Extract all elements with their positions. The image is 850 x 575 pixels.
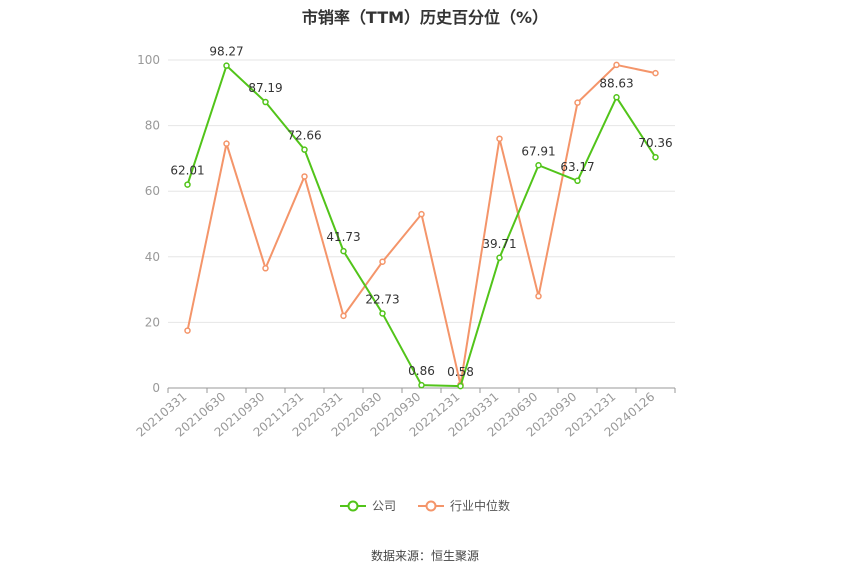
legend-item-industry-median[interactable]: 行业中位数 xyxy=(418,497,510,514)
data-label: 72.66 xyxy=(287,129,321,143)
y-tick-label: 20 xyxy=(145,315,160,329)
legend-industry-line-icon xyxy=(418,500,444,511)
series-line-0 xyxy=(186,63,657,388)
data-point xyxy=(535,162,542,169)
legend-company-label: 公司 xyxy=(371,499,396,513)
x-axis: 2021033120210630202109302021123120220331… xyxy=(134,388,676,440)
data-label: 98.27 xyxy=(209,45,243,59)
data-point xyxy=(574,177,581,185)
y-tick-label: 100 xyxy=(137,53,160,67)
data-point xyxy=(418,210,425,218)
data-label: 67.91 xyxy=(521,144,555,158)
data-label: 22.73 xyxy=(365,292,399,306)
data-label: 0.86 xyxy=(408,364,435,378)
data-label: 39.71 xyxy=(482,237,516,251)
series-line-1 xyxy=(186,63,656,385)
legend: 公司 行业中位数 xyxy=(0,497,850,514)
data-label: 41.73 xyxy=(326,230,360,244)
chart-title: 市销率（TTM）历史百分位（%） xyxy=(301,8,549,27)
y-tick-label: 60 xyxy=(145,184,160,198)
data-point xyxy=(379,258,386,265)
data-point xyxy=(340,247,347,255)
data-point xyxy=(301,146,308,153)
data-point xyxy=(496,254,503,262)
data-label: 70.36 xyxy=(638,136,672,150)
legend-industry-label: 行业中位数 xyxy=(450,499,511,513)
y-tick-label: 80 xyxy=(145,119,160,133)
y-tick-label: 40 xyxy=(145,250,160,264)
legend-item-company[interactable]: 公司 xyxy=(339,497,396,514)
y-tick-label: 0 xyxy=(152,381,160,395)
data-point xyxy=(457,382,464,390)
data-point xyxy=(535,292,542,300)
data-label: 62.01 xyxy=(170,164,204,178)
data-source-note: 数据来源：恒生聚源 xyxy=(370,549,479,563)
data-label: 88.63 xyxy=(599,76,633,90)
legend-company-line-icon xyxy=(339,500,366,511)
data-point xyxy=(340,312,347,320)
data-point xyxy=(613,94,620,101)
data-point xyxy=(262,98,269,106)
data-point xyxy=(223,140,230,147)
data-point xyxy=(574,99,581,106)
data-point xyxy=(184,181,191,188)
data-point xyxy=(184,327,191,334)
data-label: 63.17 xyxy=(560,160,594,174)
data-label: 0.58 xyxy=(447,365,474,379)
series-layer xyxy=(184,61,659,390)
data-labels: 62.01 98.27 87.19 72.66 41.73 22.73 0.86 0.58 39… xyxy=(170,45,672,379)
data-point xyxy=(262,265,269,272)
data-point xyxy=(379,310,386,317)
y-axis: 0 20 40 60 80 100 xyxy=(137,53,160,395)
data-point xyxy=(652,69,659,77)
data-point xyxy=(613,61,620,69)
grid xyxy=(168,59,675,389)
data-point xyxy=(418,381,425,389)
data-label: 87.19 xyxy=(248,81,282,95)
data-point xyxy=(301,173,308,180)
data-point xyxy=(652,153,659,161)
data-point xyxy=(223,62,230,69)
data-point xyxy=(496,135,503,142)
